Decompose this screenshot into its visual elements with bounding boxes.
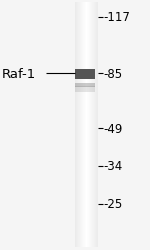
Bar [79, 2, 80, 248]
Bar [75, 70, 95, 74]
Bar [84, 2, 85, 248]
Bar [81, 2, 82, 248]
Bar [75, 84, 95, 87]
Bar [87, 2, 88, 248]
Text: -34: -34 [103, 160, 123, 173]
Text: Raf-1: Raf-1 [2, 67, 36, 80]
Bar [75, 2, 98, 248]
Bar [75, 70, 95, 80]
Bar [80, 2, 81, 248]
Bar [88, 2, 89, 248]
Bar [76, 2, 77, 248]
Text: -49: -49 [103, 122, 123, 135]
Bar [86, 2, 87, 248]
Bar [92, 2, 93, 248]
Text: -25: -25 [103, 197, 123, 210]
Bar [95, 2, 96, 248]
Bar [75, 86, 95, 92]
Bar [75, 2, 76, 248]
Bar [94, 2, 95, 248]
Text: -117: -117 [103, 11, 130, 24]
Bar [93, 2, 94, 248]
Bar [75, 70, 95, 76]
Text: -85: -85 [103, 67, 123, 80]
Bar [90, 2, 91, 248]
Bar [91, 2, 92, 248]
Bar [82, 2, 83, 248]
Bar [85, 2, 86, 248]
Bar [78, 2, 79, 248]
Bar [97, 2, 98, 248]
Bar [96, 2, 97, 248]
Bar [89, 2, 90, 248]
Bar [77, 2, 78, 248]
Bar [83, 2, 84, 248]
